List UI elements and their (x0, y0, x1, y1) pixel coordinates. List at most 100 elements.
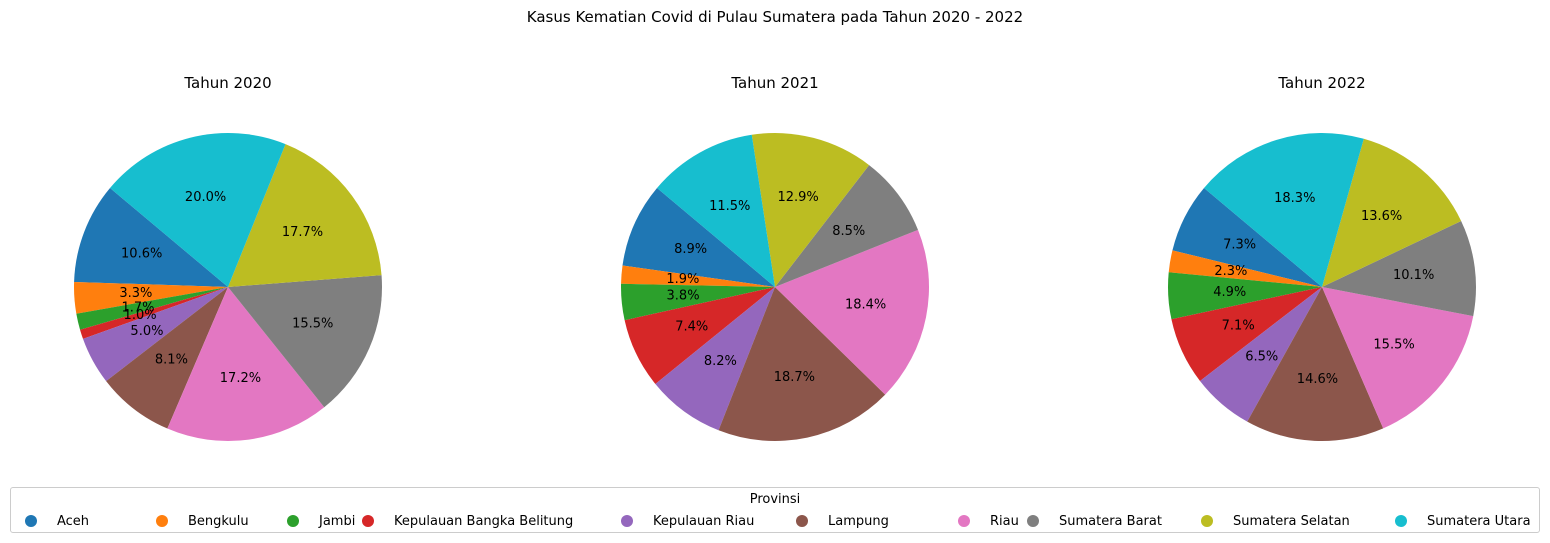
pie-value-label: 8.5% (832, 224, 865, 239)
legend-marker (796, 515, 808, 527)
pie-slice-sumatera-selatan (751, 132, 870, 287)
pie-value-label: 2.3% (1214, 264, 1247, 279)
pie-value-label: 17.7% (282, 225, 323, 240)
pie-slice-aceh (622, 188, 775, 287)
pie-slice-bengkulu (1168, 250, 1322, 287)
legend-label: Sumatera Utara (1427, 513, 1531, 529)
pie-slice-aceh (74, 188, 228, 287)
legend-item-sumatera-barat: Sumatera Barat (1027, 512, 1162, 530)
legend-marker (156, 515, 168, 527)
pie-chart-2: Tahun 2021 8.9% 1.9% 3.8% 7.4% 8.2% 18.7% 18.4%… (620, 74, 930, 442)
pie-charts: Tahun 2020 10.6% 3.3%1.7%1.0%5.0% 8.1% 17.2%… (73, 74, 1476, 442)
pie-value-label: 8.1% (155, 353, 188, 368)
figure-title: Kasus Kematian Covid di Pulau Sumatera p… (526, 8, 1024, 26)
pie-slice-riau (167, 287, 325, 441)
legend-label: Jambi (319, 513, 356, 529)
pie-value-label: 18.4% (845, 298, 886, 313)
pie-value-label: 1.9% (666, 272, 699, 287)
pie-value-label: 18.3% (1274, 191, 1315, 206)
pie-slice-kepulauan-riau (1200, 287, 1322, 422)
pie-chart-1: Tahun 2020 10.6% 3.3%1.7%1.0%5.0% 8.1% 17.2%… (73, 74, 382, 441)
pie-value-label: 17.2% (220, 371, 261, 386)
legend-marker (1201, 515, 1213, 527)
pie-value-label: 7.3% (1223, 238, 1256, 253)
pie-slice-sumatera-utara (657, 134, 775, 287)
legend-marker (287, 515, 299, 527)
pie-slice-aceh (1172, 188, 1322, 287)
pie-slice-sumatera-utara (110, 132, 286, 287)
legend-label: Kepulauan Bangka Belitung (394, 513, 574, 529)
pie-value-label: 14.6% (1297, 372, 1338, 387)
pie-value-label: 11.5% (709, 199, 750, 214)
legend: Provinsi Aceh Bengkulu Jambi Kepulauan Bang… (10, 487, 1540, 533)
pie-title: Tahun 2020 (183, 74, 271, 92)
pie-chart-3: Tahun 2022 7.3% 2.3% 4.9% 7.1% 6.5% 14.6% 15.5%… (1167, 74, 1476, 442)
pie-value-label: 10.6% (121, 246, 162, 261)
legend-title: Provinsi (749, 492, 801, 507)
pie-slice-kepulauan-bangka-belitung (624, 287, 775, 384)
pie-value-label: 8.9% (674, 242, 707, 257)
pie-slice-lampung (1247, 287, 1384, 442)
legend-item-riau: Riau (958, 512, 1019, 530)
pie-value-label: 5.0% (130, 324, 163, 339)
pie-value-label: 15.5% (292, 316, 333, 331)
legend-item-sumatera-selatan: Sumatera Selatan (1201, 512, 1350, 530)
pie-slice-sumatera-utara (1204, 132, 1364, 287)
pie-value-label: 3.3% (119, 286, 152, 301)
legend-item-bengkulu: Bengkulu (156, 512, 249, 530)
pie-value-label: 20.0% (185, 190, 226, 205)
legend-label: Riau (990, 513, 1019, 529)
pie-slice-kepulauan-riau (655, 287, 775, 431)
pie-slice-kepulauan-bangka-belitung (80, 287, 228, 339)
pie-slice-sumatera-barat (775, 165, 918, 287)
legend-label: Sumatera Barat (1059, 513, 1162, 529)
pie-value-label: 10.1% (1393, 268, 1434, 283)
pie-slice-sumatera-barat (228, 275, 382, 408)
legend-label: Lampung (828, 513, 889, 529)
legend-item-sumatera-utara: Sumatera Utara (1395, 512, 1531, 530)
pie-title: Tahun 2021 (730, 74, 818, 92)
legend-marker (621, 515, 633, 527)
legend-label: Bengkulu (188, 513, 249, 529)
pie-slice-kepulauan-bangka-belitung (1171, 287, 1322, 381)
pie-value-label: 18.7% (774, 370, 815, 385)
pie-value-label: 12.9% (777, 190, 818, 205)
pie-slice-jambi (620, 283, 775, 321)
legend-label: Kepulauan Riau (653, 513, 755, 529)
legend-label: Sumatera Selatan (1233, 513, 1350, 529)
pie-value-label: 4.9% (1213, 285, 1246, 300)
legend-item-aceh: Aceh (25, 512, 89, 530)
pie-value-label: 3.8% (667, 289, 700, 304)
legend-item-jambi: Jambi (287, 512, 355, 530)
legend-marker (1395, 515, 1407, 527)
pie-slice-riau (775, 229, 930, 395)
legend-marker (362, 515, 374, 527)
pie-value-label: 7.4% (675, 320, 708, 335)
pie-value-label: 6.5% (1245, 350, 1278, 365)
legend-marker (25, 515, 37, 527)
pie-value-label: 7.1% (1222, 318, 1255, 333)
pie-slice-bengkulu (621, 265, 775, 287)
pie-value-label: 8.2% (704, 354, 737, 369)
pie-slice-riau (1322, 287, 1474, 429)
pie-slice-jambi (1167, 272, 1322, 320)
legend-label: Aceh (57, 513, 90, 529)
pie-slice-sumatera-barat (1322, 220, 1476, 317)
pie-slice-sumatera-selatan (1322, 138, 1462, 287)
legend-item-kepulauan-riau: Kepulauan Riau (621, 512, 754, 530)
pie-value-label: 13.6% (1361, 209, 1402, 224)
legend-marker (958, 515, 970, 527)
pie-slice-jambi (76, 287, 228, 330)
pie-slice-sumatera-selatan (228, 144, 382, 287)
pie-slice-kepulauan-riau (83, 287, 228, 382)
pie-slice-bengkulu (73, 281, 228, 314)
pie-value-label: 15.5% (1373, 337, 1414, 352)
legend-marker (1027, 515, 1039, 527)
pie-slice-lampung (106, 287, 228, 429)
pie-value-label: 1.0% (124, 308, 157, 323)
legend-item-lampung: Lampung (796, 512, 889, 530)
legend-item-kepulauan-bangka-belitung: Kepulauan Bangka Belitung (362, 512, 573, 530)
pie-title: Tahun 2022 (1277, 74, 1365, 92)
pie-slice-lampung (718, 287, 886, 442)
pie-value-label: 1.7% (121, 300, 154, 315)
